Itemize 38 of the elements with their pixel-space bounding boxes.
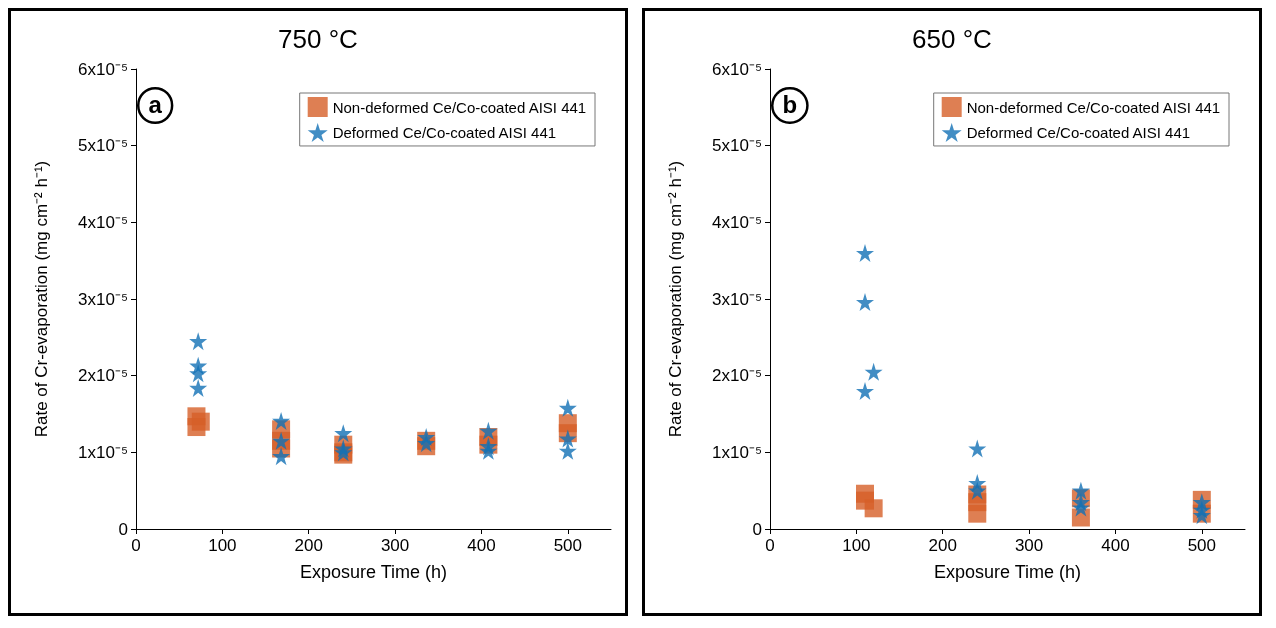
chart-title: 750 °C bbox=[278, 24, 358, 54]
x-tick-label: 200 bbox=[928, 536, 957, 555]
y-tick-label: 5x10⁻⁵ bbox=[78, 136, 128, 156]
y-tick-label: 6x10⁻⁵ bbox=[712, 59, 762, 79]
legend-label: Non-deformed Ce/Co-coated AISI 441 bbox=[966, 98, 1221, 116]
y-tick-label: 6x10⁻⁵ bbox=[78, 59, 128, 79]
x-tick-label: 0 bbox=[765, 536, 775, 555]
y-tick-label: 3x10⁻⁵ bbox=[78, 289, 128, 309]
x-tick-label: 300 bbox=[1014, 536, 1044, 555]
y-tick-label: 2x10⁻⁵ bbox=[712, 366, 762, 386]
x-tick-label: 0 bbox=[131, 536, 141, 555]
y-tick-label: 1x10⁻⁵ bbox=[78, 442, 128, 462]
legend-label: Deformed Ce/Co-coated AISI 441 bbox=[332, 123, 557, 141]
y-axis-title: Rate of Cr-evaporation (mg cm⁻² h⁻¹) bbox=[666, 160, 685, 438]
y-tick-label: 0 bbox=[752, 519, 762, 539]
x-tick-label: 300 bbox=[380, 536, 410, 555]
y-tick-label: 1x10⁻⁵ bbox=[712, 442, 762, 462]
legend-label: Deformed Ce/Co-coated AISI 441 bbox=[966, 123, 1191, 141]
x-tick-label: 100 bbox=[208, 536, 237, 555]
y-tick-label: 4x10⁻⁵ bbox=[78, 212, 128, 232]
x-tick-label: 400 bbox=[467, 536, 496, 555]
y-axis-title: Rate of Cr-evaporation (mg cm⁻² h⁻¹) bbox=[32, 160, 51, 438]
y-tick-label: 2x10⁻⁵ bbox=[78, 366, 128, 386]
x-axis-title: Exposure Time (h) bbox=[299, 562, 448, 582]
x-axis-title: Exposure Time (h) bbox=[933, 562, 1082, 582]
x-tick-label: 100 bbox=[842, 536, 871, 555]
legend-label: Non-deformed Ce/Co-coated AISI 441 bbox=[332, 98, 587, 116]
x-tick-label: 500 bbox=[1187, 536, 1217, 555]
annotation: b bbox=[782, 91, 798, 118]
y-tick-label: 4x10⁻⁵ bbox=[712, 212, 762, 232]
x-tick-label: 500 bbox=[553, 536, 583, 555]
x-tick-label: 200 bbox=[294, 536, 323, 555]
x-tick-label: 400 bbox=[1101, 536, 1130, 555]
y-tick-label: 0 bbox=[118, 519, 128, 539]
y-tick-label: 5x10⁻⁵ bbox=[712, 136, 762, 156]
y-tick-label: 3x10⁻⁵ bbox=[712, 289, 762, 309]
annotation: a bbox=[148, 91, 163, 118]
chart-title: 650 °C bbox=[912, 24, 992, 54]
